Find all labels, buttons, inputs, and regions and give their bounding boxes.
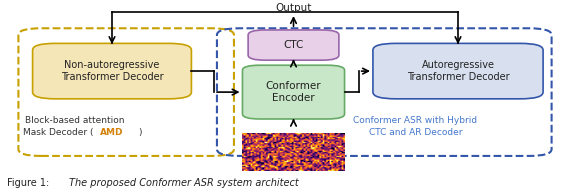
FancyBboxPatch shape [242, 65, 344, 119]
Text: ): ) [139, 128, 142, 137]
Text: AMD: AMD [100, 128, 124, 137]
FancyBboxPatch shape [373, 43, 543, 99]
Text: The proposed Conformer ASR system architect: The proposed Conformer ASR system archit… [70, 178, 299, 188]
Text: Block-based attention: Block-based attention [26, 116, 125, 125]
FancyBboxPatch shape [32, 43, 192, 99]
Text: Conformer ASR with Hybrid: Conformer ASR with Hybrid [353, 116, 478, 125]
Text: Mask Decoder (: Mask Decoder ( [23, 128, 93, 137]
Text: Conformer
Encoder: Conformer Encoder [266, 81, 321, 103]
Text: CTC and AR Decoder: CTC and AR Decoder [369, 128, 462, 137]
Text: Autoregressive
Transformer Decoder: Autoregressive Transformer Decoder [406, 60, 510, 82]
Text: Non-autoregressive
Transformer Decoder: Non-autoregressive Transformer Decoder [60, 60, 164, 82]
Text: Output: Output [275, 3, 312, 13]
Text: CTC: CTC [283, 40, 304, 50]
FancyBboxPatch shape [248, 30, 339, 60]
Text: Figure 1:: Figure 1: [7, 178, 50, 188]
